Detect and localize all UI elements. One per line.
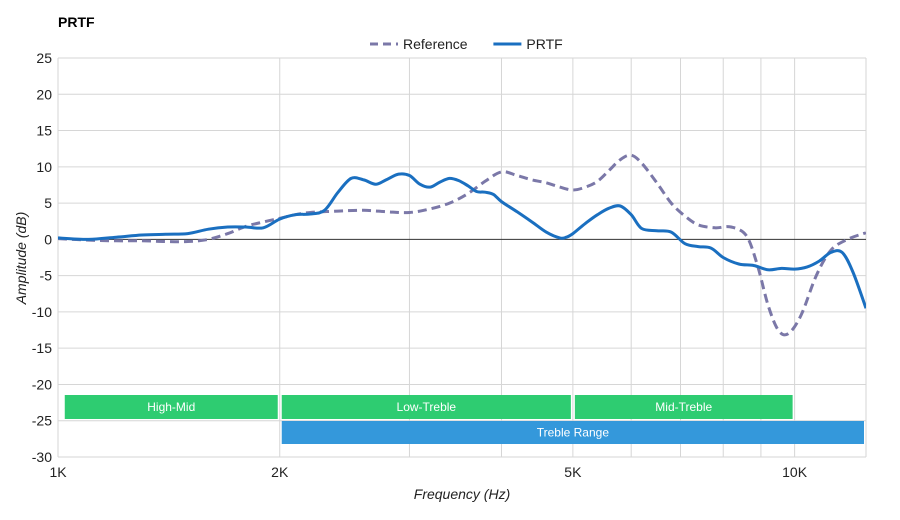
y-tick-label: -25 bbox=[32, 413, 52, 429]
band-bar bbox=[281, 395, 571, 419]
band-label: High-Mid bbox=[147, 400, 195, 414]
legend: Reference PRTF bbox=[370, 36, 563, 52]
series-line-prtf bbox=[58, 172, 866, 309]
x-tick-label: 1K bbox=[49, 464, 67, 480]
y-tick-label: -20 bbox=[32, 376, 52, 392]
y-axis-ticks: 25 20 15 10 5 0 -5 -10 -15 -20 -25 -30 bbox=[32, 50, 52, 465]
x-axis-ticks: 1K 2K 5K 10K bbox=[49, 464, 807, 480]
band-bar bbox=[281, 421, 864, 444]
y-tick-label: 15 bbox=[36, 123, 52, 139]
frequency-bands: High-Mid Low-Treble Mid-Treble Treble Range bbox=[64, 395, 864, 444]
band-label: Treble Range bbox=[537, 426, 610, 440]
y-tick-label: -30 bbox=[32, 449, 52, 465]
y-tick-label: -10 bbox=[32, 304, 52, 320]
grid bbox=[57, 57, 867, 458]
series-lines bbox=[58, 153, 866, 337]
x-tick-label: 5K bbox=[564, 464, 582, 480]
band-mid-treble: Mid-Treble bbox=[574, 395, 793, 419]
legend-item-reference: Reference bbox=[370, 36, 468, 52]
band-treble-range: Treble Range bbox=[281, 421, 864, 444]
series-line-reference bbox=[58, 153, 866, 337]
y-axis-title: Amplitude (dB) bbox=[13, 212, 29, 306]
band-low-treble: Low-Treble bbox=[281, 395, 571, 419]
legend-label: Reference bbox=[403, 36, 468, 52]
band-high-mid: High-Mid bbox=[64, 395, 278, 419]
chart-title: PRTF bbox=[58, 14, 95, 30]
x-tick-label: 10K bbox=[782, 464, 808, 480]
y-tick-label: 20 bbox=[36, 86, 52, 102]
band-bar bbox=[64, 395, 278, 419]
band-label: Mid-Treble bbox=[655, 400, 712, 414]
y-tick-label: -15 bbox=[32, 340, 52, 356]
x-axis-title: Frequency (Hz) bbox=[414, 486, 510, 502]
y-tick-label: 0 bbox=[44, 231, 52, 247]
y-tick-label: 25 bbox=[36, 50, 52, 66]
legend-item-prtf: PRTF bbox=[493, 36, 563, 52]
legend-label: PRTF bbox=[526, 36, 562, 52]
x-tick-label: 2K bbox=[271, 464, 289, 480]
band-label: Low-Treble bbox=[397, 400, 457, 414]
y-tick-label: 5 bbox=[44, 195, 52, 211]
y-tick-label: -5 bbox=[40, 268, 53, 284]
band-bar bbox=[574, 395, 793, 419]
y-tick-label: 10 bbox=[36, 159, 52, 175]
